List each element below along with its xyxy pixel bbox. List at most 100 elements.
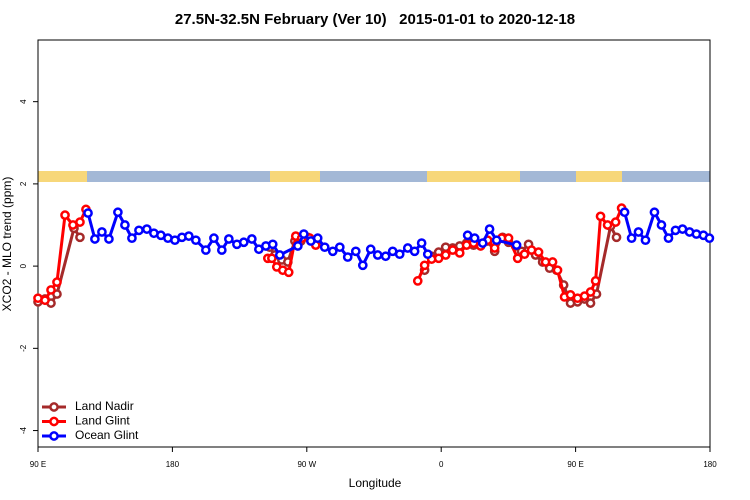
point — [334, 242, 345, 253]
x-tick-label: 180 — [703, 460, 717, 469]
point — [626, 233, 637, 244]
point — [134, 225, 144, 236]
point — [585, 287, 596, 297]
series-line — [37, 224, 618, 305]
point — [585, 298, 596, 308]
point — [611, 232, 622, 243]
point — [357, 260, 368, 271]
point — [327, 246, 338, 257]
point — [610, 217, 621, 227]
point — [83, 208, 93, 218]
point — [312, 233, 323, 244]
y-tick-label: 4 — [19, 99, 28, 104]
point — [477, 238, 488, 248]
point — [350, 246, 361, 257]
y-tick-label: -2 — [19, 344, 28, 352]
point — [503, 233, 514, 244]
point — [533, 247, 544, 257]
legend-marker — [49, 431, 59, 441]
y-tick-label: 2 — [19, 181, 28, 186]
point — [663, 233, 674, 244]
point — [342, 252, 353, 262]
chart-title: 27.5N-32.5N February (Ver 10) 2015-01-01… — [175, 11, 575, 28]
point — [511, 240, 522, 250]
point — [209, 233, 219, 244]
legend-label: Ocean Glint — [75, 428, 139, 442]
point — [704, 233, 715, 244]
point — [649, 207, 660, 218]
point — [365, 244, 376, 255]
point — [142, 224, 152, 234]
point — [419, 260, 430, 271]
point — [283, 267, 294, 278]
point — [489, 243, 500, 253]
point — [292, 241, 303, 251]
point — [201, 245, 211, 255]
point — [104, 234, 114, 244]
point — [595, 211, 606, 222]
point — [512, 253, 523, 264]
point — [409, 246, 420, 257]
point — [267, 253, 277, 264]
point — [491, 235, 502, 246]
x-tick-label: 90 W — [297, 460, 316, 469]
legend-label: Land Nadir — [75, 399, 134, 413]
point — [372, 250, 383, 260]
point — [52, 277, 62, 287]
plot-layer: 90 E 180 90 W 0 90 E 180 -4 -2 0 2 4 — [19, 99, 717, 469]
point — [90, 234, 100, 244]
point — [319, 242, 330, 253]
land-band — [427, 171, 520, 182]
point — [40, 295, 50, 306]
y-tick-label: 0 — [19, 263, 28, 268]
point — [238, 237, 249, 248]
point — [656, 220, 667, 230]
point — [412, 276, 423, 286]
point — [416, 238, 427, 248]
point — [267, 239, 278, 250]
x-axis-label: Longitude — [349, 476, 402, 490]
point — [75, 217, 85, 227]
point — [183, 231, 194, 241]
point — [633, 227, 644, 237]
point — [469, 233, 480, 244]
point — [216, 245, 227, 255]
land-band — [270, 171, 320, 182]
point — [380, 251, 391, 262]
ocean-band — [38, 171, 710, 182]
point — [127, 233, 137, 244]
point — [60, 210, 70, 220]
x-tick-label: 90 E — [30, 460, 46, 469]
point — [454, 248, 465, 258]
point — [246, 234, 257, 244]
x-tick-label: 0 — [439, 460, 444, 469]
point — [590, 276, 601, 286]
point — [422, 249, 433, 260]
point — [274, 250, 285, 260]
plot-frame — [37, 39, 711, 448]
point — [113, 207, 123, 218]
y-tick-label: -4 — [19, 426, 28, 434]
point — [547, 257, 558, 267]
point — [619, 207, 630, 218]
point — [640, 235, 651, 246]
x-tick-label: 180 — [166, 460, 180, 469]
land-ocean-strip — [38, 171, 710, 182]
point — [394, 249, 405, 260]
point — [97, 227, 107, 237]
x-tick-label: 90 E — [567, 460, 583, 469]
point — [46, 285, 56, 295]
point — [519, 249, 530, 260]
land-band — [576, 171, 622, 182]
point — [440, 250, 451, 260]
y-axis-label: XCO2 - MLO trend (ppm) — [0, 177, 14, 312]
point — [602, 220, 613, 230]
legend-marker — [49, 416, 59, 427]
point — [298, 229, 309, 239]
legend-label: Land Glint — [75, 414, 130, 428]
point — [120, 220, 130, 230]
land-band — [38, 171, 87, 182]
point — [223, 234, 234, 244]
